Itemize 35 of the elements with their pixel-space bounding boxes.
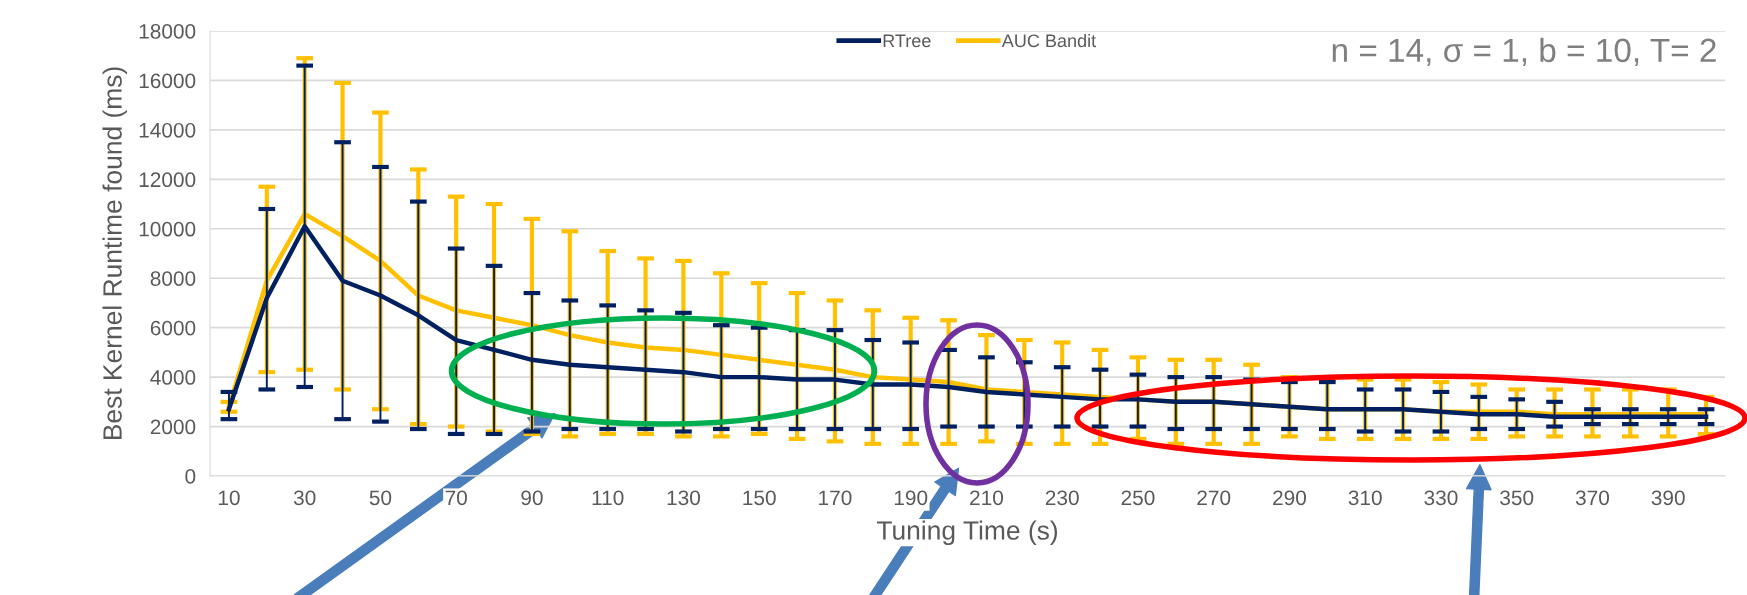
x-tick-label: 370 [1575, 490, 1609, 506]
y-tick-label: 18000 [139, 24, 196, 39]
annotation: n = 14, σ = 1, b = 10, T= 2 [1332, 37, 1716, 67]
x-tick-label: 330 [1424, 490, 1458, 506]
y-tick-label: 12000 [139, 172, 196, 188]
x-tick-label: 170 [819, 490, 852, 506]
y-tick-label: 10000 [139, 221, 196, 237]
legend-label: AUC Bandit [1001, 33, 1096, 48]
y-tick-label: 6000 [150, 320, 196, 336]
x-tick-label: 190 [894, 490, 928, 506]
x-tick-label: 150 [743, 490, 776, 506]
x-tick-label: 250 [1121, 490, 1155, 506]
x-tick-label: 110 [592, 490, 624, 506]
y-axis-title: Best Kernel Runtime found (ms) [102, 67, 128, 440]
y-tick-label: 0 [185, 469, 196, 484]
y-tick-label: 16000 [139, 73, 196, 89]
y-tick-label: 4000 [150, 370, 196, 385]
x-tick-label: 390 [1651, 490, 1685, 506]
x-tick-label: 30 [293, 490, 316, 506]
x-tick-label: 290 [1273, 490, 1306, 506]
y-tick-label: 8000 [150, 271, 196, 286]
x-tick-label: 230 [1045, 490, 1079, 506]
x-tick-label: 210 [970, 490, 1003, 506]
x-tick-label: 130 [667, 490, 700, 506]
x-tick-label: 70 [445, 490, 467, 506]
y-tick-label: 14000 [139, 122, 196, 138]
x-tick-label: 270 [1197, 490, 1231, 506]
x-tick-label: 10 [218, 490, 240, 506]
x-tick-label: 350 [1500, 490, 1534, 506]
x-axis-title: Tuning Time (s) [876, 520, 1058, 546]
legend-label: RTree [883, 34, 931, 48]
x-tick-label: 50 [369, 490, 392, 506]
x-tick-label: 90 [521, 490, 543, 506]
x-tick-label: 310 [1348, 490, 1382, 506]
y-tick-label: 2000 [150, 419, 196, 435]
